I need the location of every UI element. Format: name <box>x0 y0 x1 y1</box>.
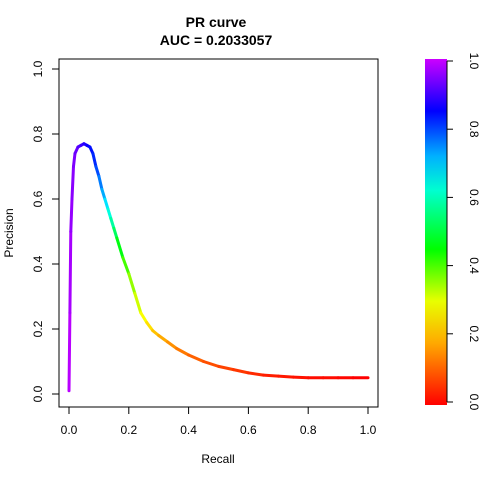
chart-title: PR curve <box>186 14 247 30</box>
pr-curve-segment <box>246 371 265 377</box>
pr-curve-segment <box>109 217 116 230</box>
y-axis: 0.0 0.2 0.4 0.6 0.8 1.0 <box>31 60 60 402</box>
pr-curve-segment <box>68 230 73 315</box>
pr-curve-segment <box>139 311 149 324</box>
pr-curve-segment <box>121 256 131 276</box>
pr-curve-segment <box>261 373 280 378</box>
pr-curve-segment <box>133 291 143 315</box>
pr-curve-segment <box>157 334 170 344</box>
x-tick-label: 0.2 <box>120 423 137 437</box>
pr-curve-segment <box>175 347 191 357</box>
pr-curve-segment <box>69 197 74 233</box>
y-tick-label: 0.2 <box>31 320 45 337</box>
pr-curve-line <box>67 142 370 393</box>
pr-curve-segment <box>94 165 101 178</box>
y-tick-label: 1.0 <box>31 60 45 77</box>
plot-frame <box>58 58 379 408</box>
colorbar-tick-label: 0.6 <box>467 189 480 206</box>
pr-curve-segment <box>276 374 295 379</box>
pr-curve-segment <box>112 226 119 240</box>
y-tick-label: 0.0 <box>31 385 45 402</box>
pr-curve-segment <box>100 187 107 201</box>
pr-curve-segment <box>217 364 235 372</box>
chart-subtitle: AUC = 0.2033057 <box>160 32 273 48</box>
pr-curve-segment <box>67 311 72 393</box>
pr-curve-segment <box>187 353 206 363</box>
pr-curve-segment <box>291 375 310 380</box>
pr-curve-segment <box>202 360 220 368</box>
colorbar-axis: 0.0 0.2 0.4 0.6 0.8 1.0 <box>446 53 480 411</box>
pr-curve-segment <box>115 236 125 259</box>
pr-curve-segment <box>71 152 77 168</box>
x-tick-label: 0.4 <box>180 423 197 437</box>
x-axis-label: Recall <box>201 452 234 466</box>
x-axis: 0.0 0.2 0.4 0.6 0.8 1.0 <box>61 406 377 437</box>
x-tick-label: 1.0 <box>360 423 377 437</box>
colorbar-tick-label: 0.2 <box>467 325 480 342</box>
x-tick-label: 0.8 <box>300 423 317 437</box>
colorbar-tick-label: 1.0 <box>467 53 480 70</box>
pr-curve-segment <box>166 340 179 350</box>
colorbar-tick-label: 0.0 <box>467 394 480 411</box>
pr-curve-segment <box>231 368 250 375</box>
pr-curve-segment <box>106 207 113 220</box>
pr-curve-segment <box>145 321 155 333</box>
y-tick-label: 0.8 <box>31 125 45 142</box>
y-tick-label: 0.4 <box>31 255 45 272</box>
x-tick-label: 0.6 <box>240 423 257 437</box>
pr-curve-segment <box>97 174 104 191</box>
colorbar-tick-label: 0.8 <box>467 121 480 138</box>
x-tick-label: 0.0 <box>61 423 78 437</box>
pr-curve-segment <box>70 165 75 201</box>
pr-curve-segment <box>103 197 110 211</box>
y-axis-label: Precision <box>2 208 16 257</box>
colorbar <box>425 59 447 405</box>
colorbar-tick-label: 0.4 <box>467 257 480 274</box>
y-tick-label: 0.6 <box>31 190 45 207</box>
pr-curve-segment <box>91 152 98 168</box>
pr-curve-segment <box>127 272 137 295</box>
